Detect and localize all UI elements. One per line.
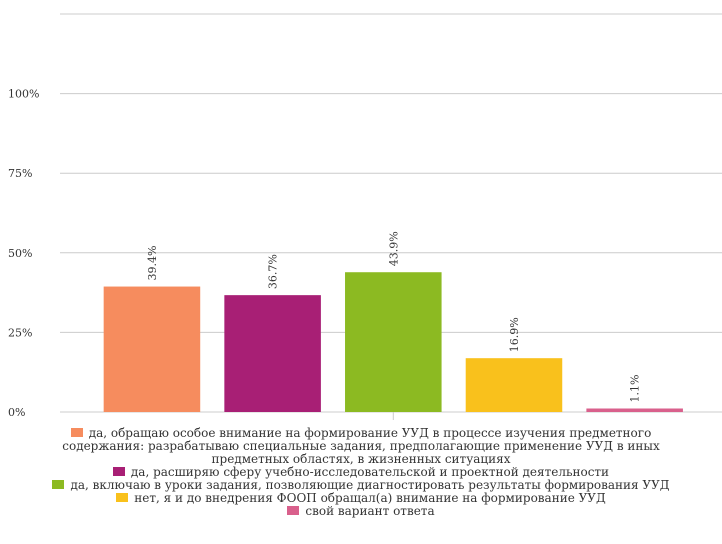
- y-tick-label: 25%: [8, 326, 32, 339]
- legend-swatch: [287, 506, 300, 515]
- y-tick-label: 75%: [8, 167, 32, 180]
- y-tick-label: 0%: [8, 406, 25, 419]
- legend-label: да, расширяю сферу учебно-исследовательс…: [130, 465, 610, 479]
- legend-swatch: [116, 493, 129, 502]
- data-label: 36.7%: [267, 254, 280, 289]
- legend: да, обращаю особое внимание на формирова…: [36, 427, 686, 518]
- data-label: 16.9%: [508, 317, 521, 352]
- bar: [586, 408, 683, 412]
- y-tick-label: 50%: [8, 247, 32, 260]
- legend-label: да, обращаю особое внимание на формирова…: [62, 426, 660, 466]
- legend-label: нет, я и до внедрения ФООП обращал(а) вн…: [134, 491, 606, 505]
- legend-label: свой вариант ответа: [305, 504, 435, 518]
- legend-entry: да, включаю в уроки задания, позволяющие…: [36, 479, 686, 492]
- legend-entry: да, обращаю особое внимание на формирова…: [36, 427, 686, 466]
- chart: 0% 25% 50% 75% 100% 39.4% 36.7% 43.9% 16.9% 1.1%: [8, 13, 722, 420]
- y-tick-label: 100%: [8, 88, 39, 101]
- legend-swatch: [112, 467, 125, 476]
- data-label: 1.1%: [629, 375, 642, 403]
- legend-swatch: [70, 428, 83, 437]
- legend-entry: да, расширяю сферу учебно-исследовательс…: [36, 466, 686, 479]
- bar: [224, 295, 321, 412]
- legend-swatch: [52, 480, 65, 489]
- legend-entry: нет, я и до внедрения ФООП обращал(а) вн…: [36, 492, 686, 505]
- bar: [465, 358, 563, 412]
- bar: [345, 272, 442, 412]
- bar: [103, 286, 201, 412]
- legend-entry: свой вариант ответа: [36, 505, 686, 518]
- legend-label: да, включаю в уроки задания, позволяющие…: [70, 478, 670, 492]
- data-label: 39.4%: [146, 246, 159, 281]
- data-label: 43.9%: [387, 231, 400, 266]
